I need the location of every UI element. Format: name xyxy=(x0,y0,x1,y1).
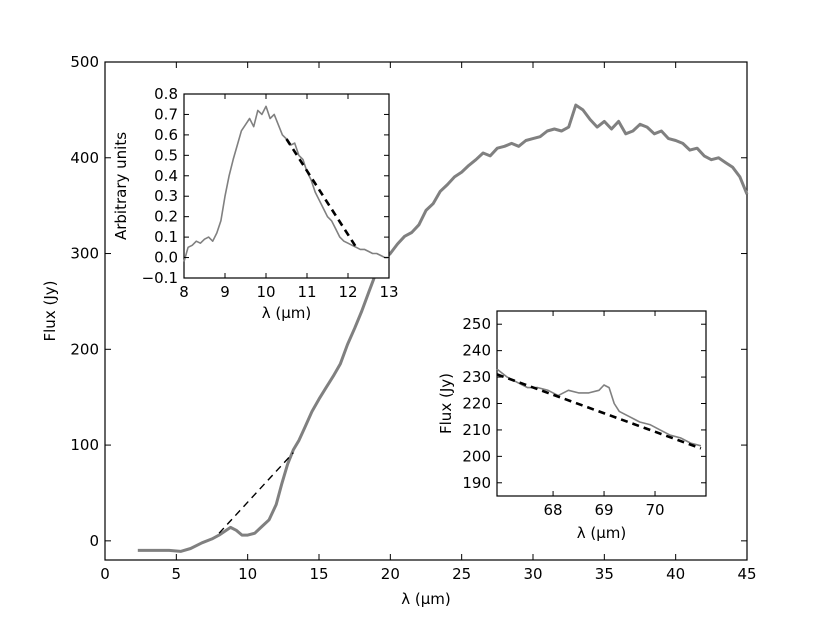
main-x-tick-label: 45 xyxy=(737,565,756,583)
main-x-tick-label: 20 xyxy=(381,565,400,583)
inset-right-y-tick-label: 200 xyxy=(462,447,491,465)
inset-left-x-tick-label: 12 xyxy=(338,283,357,301)
inset-left-y-tick-label: 0.5 xyxy=(154,146,178,164)
main-series-fit-line xyxy=(218,452,294,534)
inset-right-x-axis-label: λ (μm) xyxy=(577,524,627,542)
main-y-tick-label: 400 xyxy=(70,149,99,167)
inset-right-chart: 68 69 70 190 200 210 220 230 240 250 λ (μm) Flux (J… xyxy=(437,310,707,542)
main-y-tick-label: 100 xyxy=(70,436,99,454)
inset-left-y-tick-label: 0.8 xyxy=(154,85,178,103)
inset-left-y-tick-label: 0.4 xyxy=(154,167,178,185)
inset-right-plot-area xyxy=(496,310,707,497)
inset-left-x-tick-label: 13 xyxy=(379,283,398,301)
inset-left-series-fit-line xyxy=(285,138,358,249)
inset-right-y-tick-label: 190 xyxy=(462,474,491,492)
main-y-tick-label: 500 xyxy=(70,53,99,71)
inset-right-x-tick-label: 70 xyxy=(645,501,664,519)
main-x-tick-label: 40 xyxy=(666,565,685,583)
main-x-tick-label: 25 xyxy=(452,565,471,583)
main-x-tick-label: 0 xyxy=(100,565,110,583)
inset-left-x-axis-label: λ (μm) xyxy=(262,304,312,322)
main-series-spectrum xyxy=(137,103,749,553)
inset-right-y-tick-label: 210 xyxy=(462,421,491,439)
inset-right-y-tick-label: 230 xyxy=(462,368,491,386)
inset-left-x-tick-label: 9 xyxy=(220,283,230,301)
main-y-axis-label: Flux (Jy) xyxy=(41,281,59,342)
inset-right-series-fit-line xyxy=(496,373,702,450)
main-x-tick-label: 5 xyxy=(172,565,182,583)
main-x-tick-label: 15 xyxy=(309,565,328,583)
main-x-tick-label: 10 xyxy=(238,565,257,583)
inset-left-plot-area xyxy=(183,93,390,279)
inset-left-y-tick-label: 0.3 xyxy=(154,187,178,205)
inset-left-y-tick-label: 0.7 xyxy=(154,105,178,123)
inset-right-y-tick-label: 220 xyxy=(462,395,491,413)
inset-left-x-tick-label: 10 xyxy=(256,283,275,301)
main-y-tick-label: 0 xyxy=(89,532,99,550)
inset-left-x-tick-label: 8 xyxy=(179,283,189,301)
inset-right-y-tick-label: 240 xyxy=(462,342,491,360)
inset-left-y-tick-label: 0.2 xyxy=(154,208,178,226)
inset-left-y-axis-label: Arbitrary units xyxy=(112,132,130,240)
inset-left-y-tick-label: 0.1 xyxy=(154,228,178,246)
main-y-tick-label: 200 xyxy=(70,340,99,358)
inset-right-x-tick-label: 68 xyxy=(544,501,563,519)
inset-left-y-tick-label: 0.6 xyxy=(154,126,178,144)
inset-right-y-tick-label: 250 xyxy=(462,315,491,333)
main-x-tick-label: 30 xyxy=(523,565,542,583)
inset-left-chart: 8 9 10 11 12 13 −0.1 0.0 0.1 0.2 0.3 0.4 0.5 0.6 0.7 0.… xyxy=(112,85,399,322)
inset-left-y-tick-label: 0.0 xyxy=(154,249,178,267)
main-y-tick-label: 300 xyxy=(70,245,99,263)
main-x-axis-label: λ (μm) xyxy=(401,590,451,608)
inset-left-x-tick-label: 11 xyxy=(297,283,316,301)
inset-right-x-tick-label: 69 xyxy=(595,501,614,519)
inset-right-y-axis-label: Flux (Jy) xyxy=(437,373,455,434)
inset-left-y-tick-label: −0.1 xyxy=(142,269,178,287)
main-x-tick-label: 35 xyxy=(595,565,614,583)
